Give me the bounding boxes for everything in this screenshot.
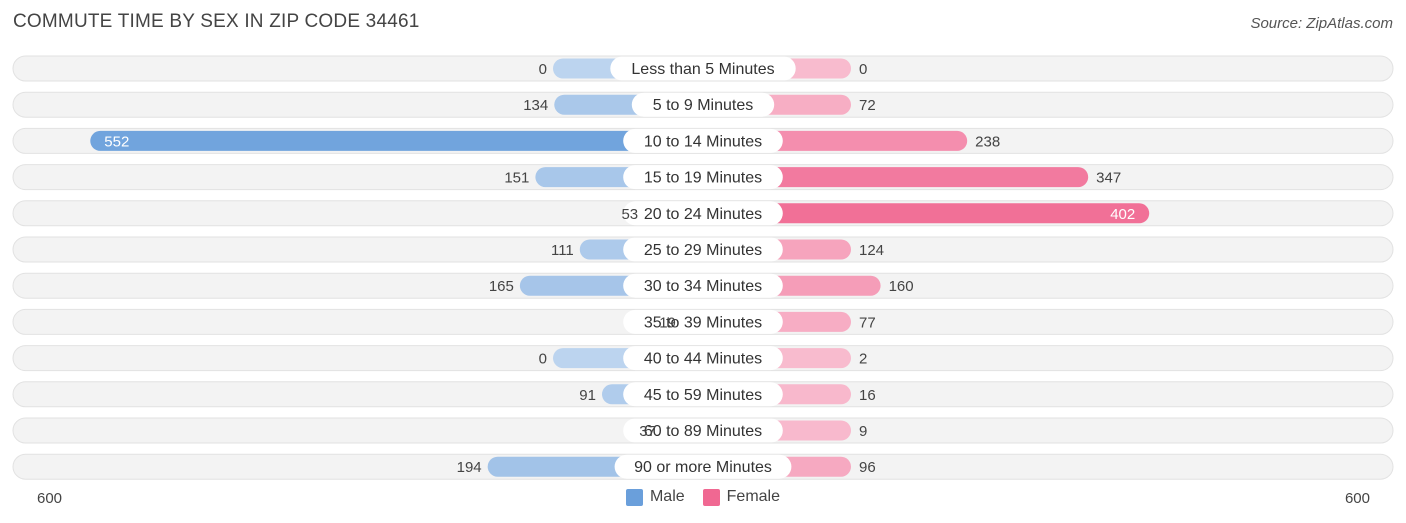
value-label-male: 134 <box>523 97 548 114</box>
category-label: 25 to 29 Minutes <box>644 242 762 259</box>
value-label-female: 0 <box>859 61 867 78</box>
category-pill <box>623 273 783 298</box>
value-label-male: 111 <box>551 242 574 259</box>
legend-swatch-female <box>702 488 720 506</box>
category-label: 40 to 44 Minutes <box>644 351 762 368</box>
bar-row: 20 to 24 Minutes 53 402 <box>12 200 1394 227</box>
category-label: 15 to 19 Minutes <box>644 170 762 187</box>
bar-row: Less than 5 Minutes 0 0 <box>12 55 1394 82</box>
category-pill <box>614 454 792 479</box>
category-pill <box>623 346 783 371</box>
bar-row: 5 to 9 Minutes 134 72 <box>12 91 1394 118</box>
value-label-male: 53 <box>621 206 638 223</box>
category-pill <box>631 92 775 117</box>
category-label: 10 to 14 Minutes <box>644 133 762 150</box>
bar-row: 25 to 29 Minutes 111 124 <box>12 236 1394 263</box>
value-label-female: 72 <box>859 97 876 114</box>
category-label: 60 to 89 Minutes <box>644 423 762 440</box>
axis-right-label: 600 <box>1344 490 1370 507</box>
value-label-female: 238 <box>975 133 1000 150</box>
category-pill <box>623 128 783 153</box>
category-label: 20 to 24 Minutes <box>644 206 762 223</box>
value-label-female: 347 <box>1096 170 1121 187</box>
value-label-female: 9 <box>859 423 867 440</box>
bar-female <box>703 203 1150 224</box>
legend-label-male: Male <box>649 488 685 505</box>
value-label-female: 77 <box>859 314 876 331</box>
value-label-male: 0 <box>539 61 547 78</box>
category-pill <box>623 382 783 407</box>
category-pill <box>623 201 783 226</box>
category-label: 35 to 39 Minutes <box>644 314 762 331</box>
bar-male <box>90 130 703 151</box>
value-label-male: 552 <box>104 133 129 150</box>
legend: Male Female <box>0 488 1406 506</box>
value-label-female: 16 <box>859 387 876 404</box>
category-pill <box>623 418 783 443</box>
value-label-male: 37 <box>639 423 656 440</box>
value-label-female: 124 <box>859 242 884 259</box>
bar-female <box>703 167 1089 188</box>
category-pill <box>623 309 783 334</box>
category-label: Less than 5 Minutes <box>631 61 774 78</box>
value-label-female: 2 <box>859 351 867 368</box>
legend-item-female[interactable]: Female <box>702 488 781 506</box>
category-pill <box>623 237 783 262</box>
legend-label-female: Female <box>726 488 781 505</box>
chart-source: Source: ZipAtlas.com <box>1250 15 1393 32</box>
legend-item-male[interactable]: Male <box>625 488 685 506</box>
category-label: 30 to 34 Minutes <box>644 278 762 295</box>
axis-left-label: 600 <box>37 490 63 507</box>
category-pill <box>610 56 796 81</box>
bar-row: 90 or more Minutes 194 96 <box>12 453 1394 480</box>
value-label-female: 402 <box>1110 206 1135 223</box>
value-label-male: 19 <box>659 314 676 331</box>
category-label: 90 or more Minutes <box>634 459 772 476</box>
value-label-male: 194 <box>457 459 482 476</box>
value-label-male: 91 <box>579 387 596 404</box>
category-label: 45 to 59 Minutes <box>644 387 762 404</box>
category-label: 5 to 9 Minutes <box>653 97 754 114</box>
value-label-male: 165 <box>489 278 514 295</box>
value-label-male: 151 <box>504 170 529 187</box>
bar-row: 10 to 14 Minutes 552 238 <box>12 127 1394 154</box>
bar-row: 15 to 19 Minutes 151 347 <box>12 164 1394 191</box>
bar-row: 40 to 44 Minutes 0 2 <box>12 345 1394 372</box>
value-label-female: 160 <box>889 278 914 295</box>
value-label-male: 0 <box>539 351 547 368</box>
bar-row: 30 to 34 Minutes 165 160 <box>12 272 1394 299</box>
category-pill <box>623 165 783 190</box>
chart-title: COMMUTE TIME BY SEX IN ZIP CODE 34461 <box>13 11 420 32</box>
value-label-female: 96 <box>859 459 876 476</box>
legend-swatch-male <box>625 488 643 506</box>
bar-row: 45 to 59 Minutes 91 16 <box>12 381 1394 408</box>
